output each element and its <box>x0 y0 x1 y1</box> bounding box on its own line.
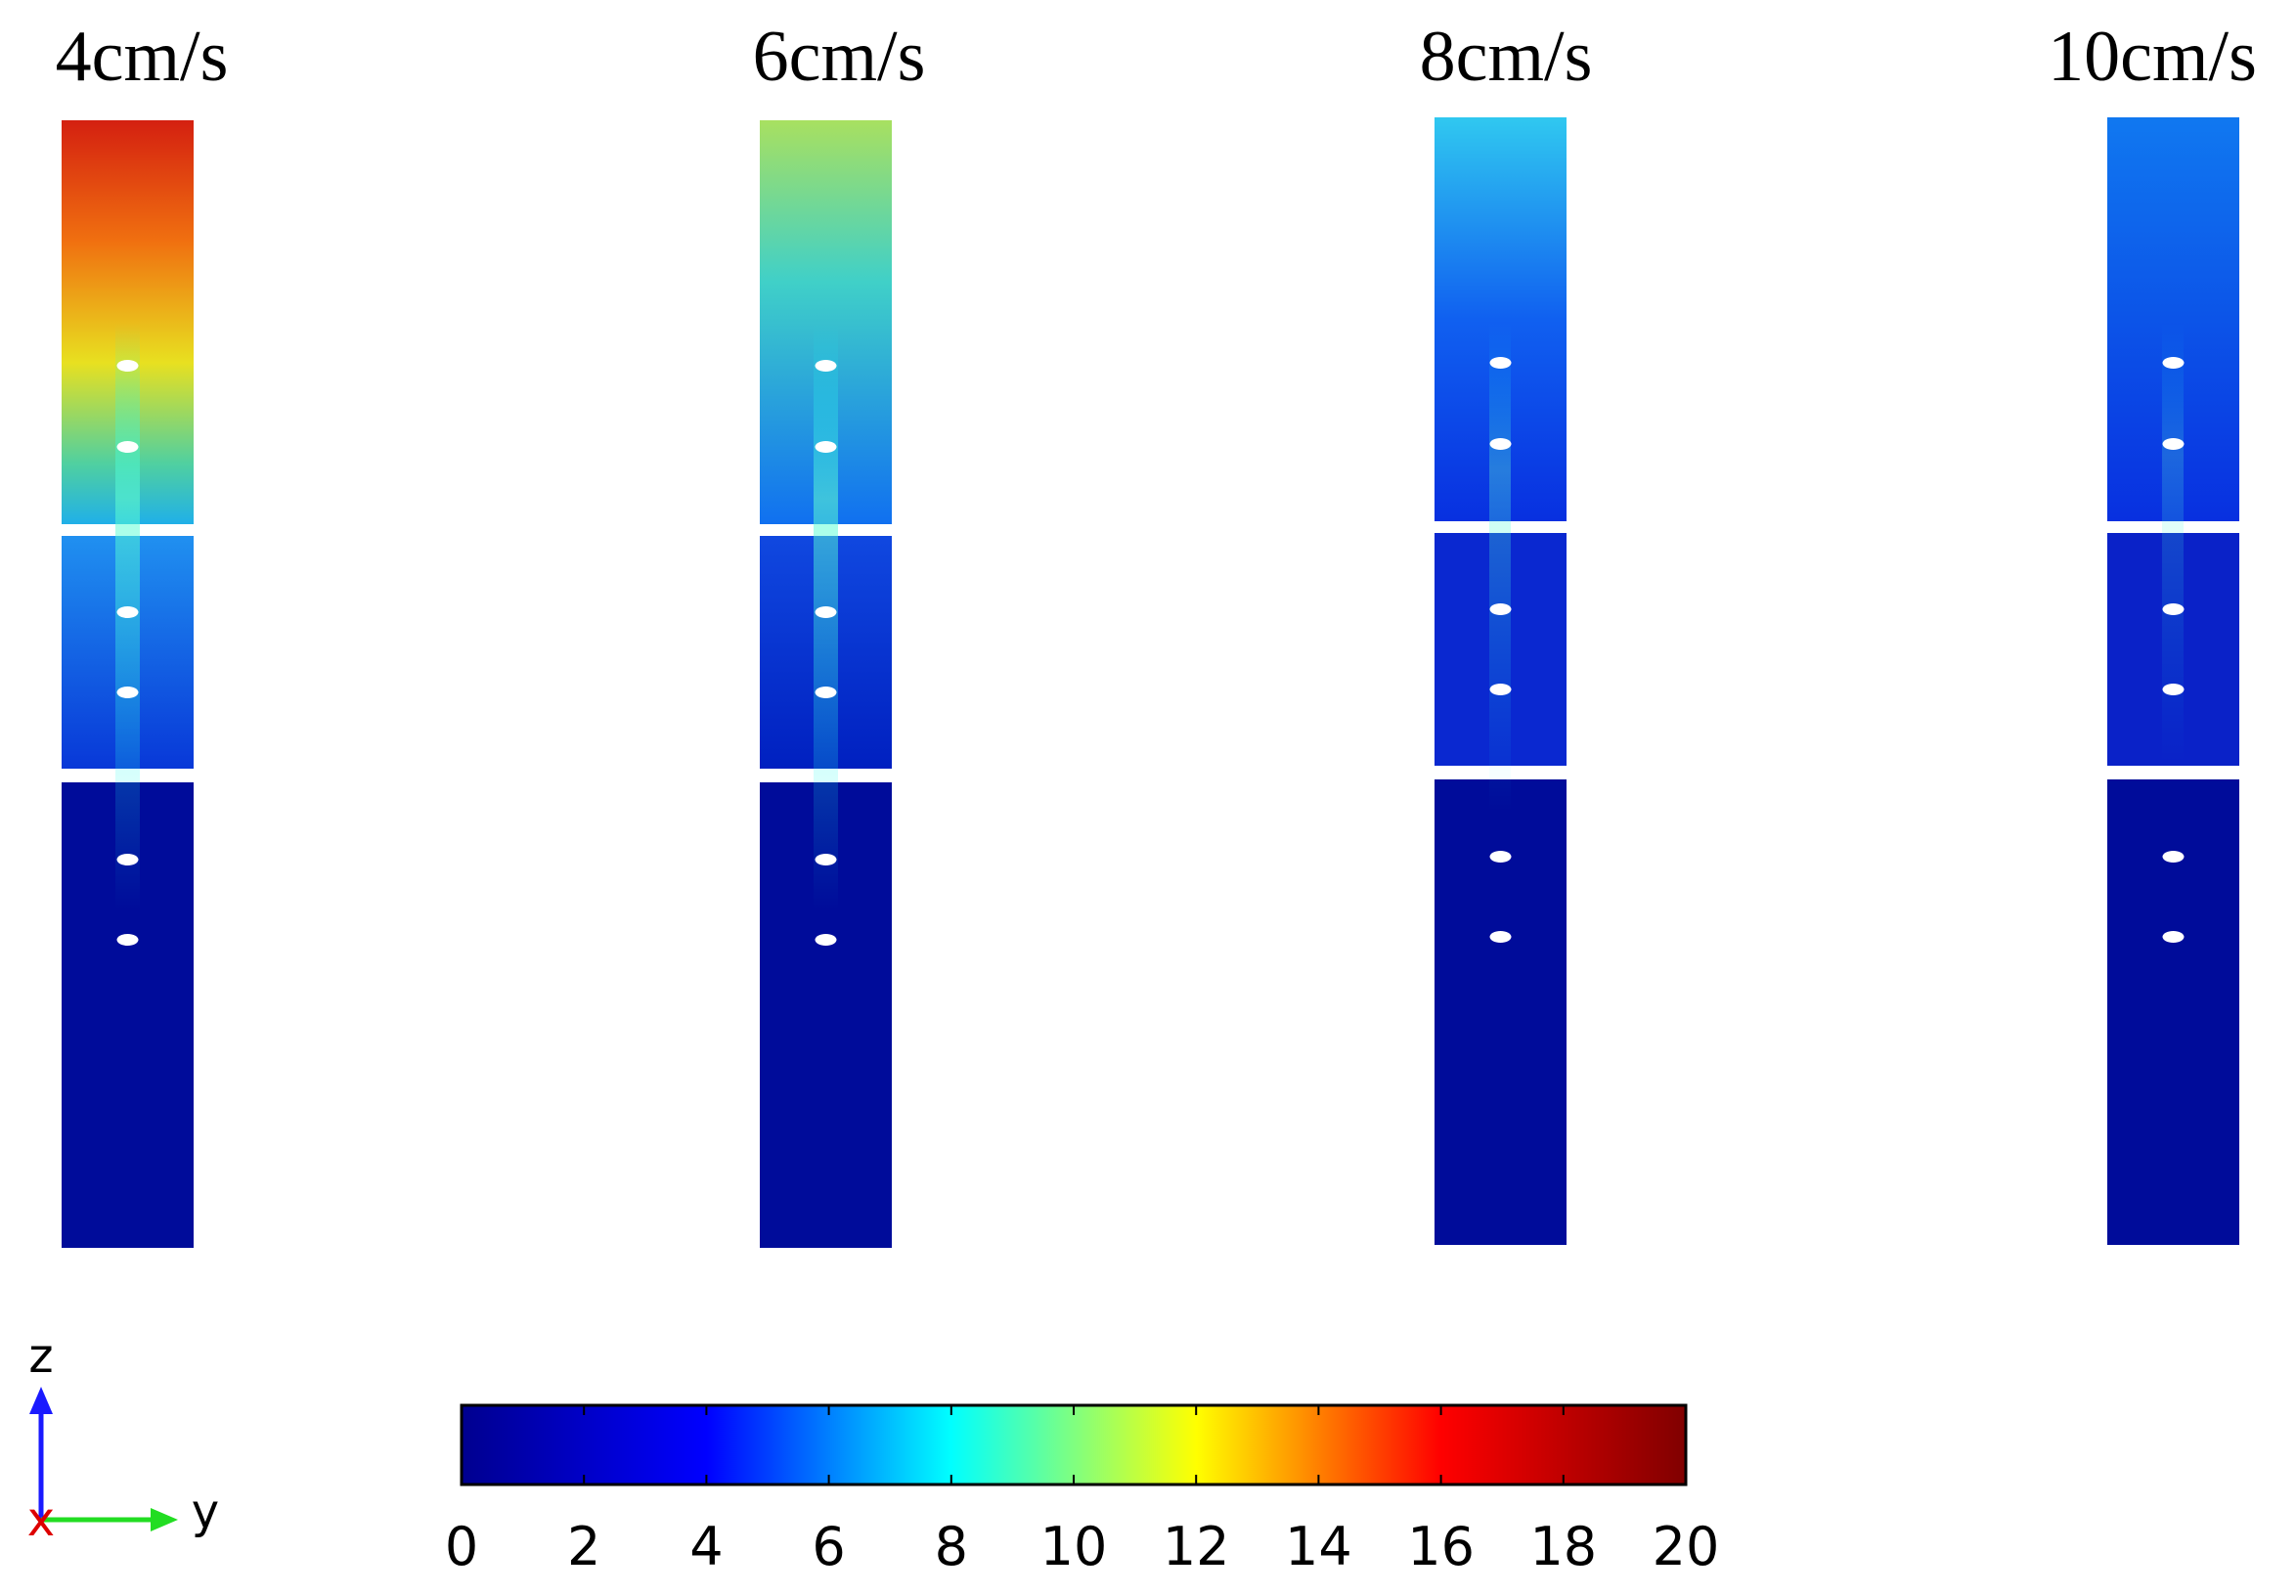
x-label: x <box>27 1492 55 1547</box>
tick-label: 6 <box>812 1516 845 1577</box>
tick-label: 0 <box>445 1516 478 1577</box>
tick-label: 4 <box>689 1516 723 1577</box>
tick-label: 12 <box>1163 1516 1230 1577</box>
colorbar <box>460 1403 1688 1486</box>
hole <box>1489 851 1512 863</box>
hole <box>116 441 139 453</box>
hole <box>1489 438 1512 450</box>
panel <box>760 120 892 1248</box>
hole <box>116 687 139 698</box>
hole <box>2162 357 2185 369</box>
hole <box>1489 684 1512 695</box>
hole <box>2162 684 2185 695</box>
field-section <box>2107 779 2239 1245</box>
tick-label: 14 <box>1285 1516 1352 1577</box>
hole <box>1489 603 1512 615</box>
z-arrowhead <box>29 1387 53 1414</box>
panel-title: 10cm/s <box>2048 17 2257 97</box>
hole <box>815 441 837 453</box>
z-label: z <box>28 1329 53 1384</box>
hole <box>2162 931 2185 943</box>
hole <box>2162 851 2185 863</box>
panel-title: 4cm/s <box>56 17 229 97</box>
hole <box>116 606 139 618</box>
jet-streak <box>1489 323 1511 812</box>
hole <box>116 854 139 865</box>
hole <box>1489 931 1512 943</box>
tick-label: 16 <box>1407 1516 1475 1577</box>
hole <box>815 687 837 698</box>
tick-label: 2 <box>567 1516 600 1577</box>
holes <box>116 357 2185 946</box>
y-label: y <box>192 1485 219 1539</box>
y-arrowhead <box>151 1508 178 1531</box>
tick-label: 20 <box>1653 1516 1720 1577</box>
axis-triad: z y x <box>27 1329 219 1547</box>
hole <box>2162 438 2185 450</box>
panel-title: 8cm/s <box>1420 17 1593 97</box>
tick-label: 18 <box>1529 1516 1597 1577</box>
hole <box>116 934 139 946</box>
hole <box>116 360 139 372</box>
hole <box>815 606 837 618</box>
panel <box>62 120 194 1248</box>
tick-label: 10 <box>1040 1516 1108 1577</box>
jet-streak <box>2162 323 2184 763</box>
tick-label: 8 <box>935 1516 968 1577</box>
panel <box>2107 117 2239 1245</box>
hole <box>815 934 837 946</box>
panel <box>1435 117 1567 1245</box>
hole <box>1489 357 1512 369</box>
hole <box>815 854 837 865</box>
panel-title: 6cm/s <box>753 17 926 97</box>
field-section <box>1435 779 1567 1245</box>
hole <box>2162 603 2185 615</box>
hole <box>815 360 837 372</box>
